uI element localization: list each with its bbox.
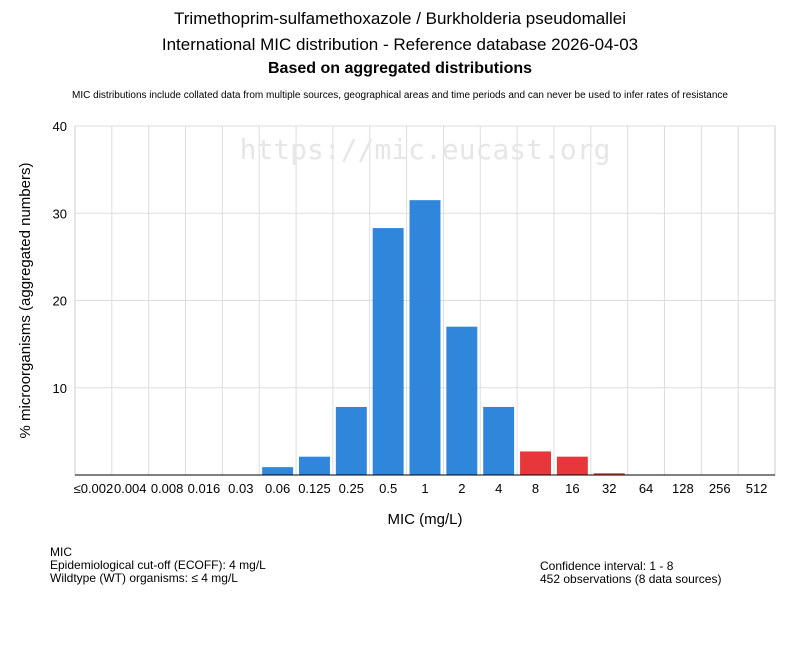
bar [483, 406, 515, 475]
x-tick-label: 256 [709, 481, 731, 496]
chart-subtitle: MIC distributions include collated data … [72, 90, 728, 101]
footer-right-info: Confidence interval: 1 - 8 452 observati… [540, 560, 721, 586]
bar [409, 200, 441, 475]
ecoff-text: Epidemiological cut-off (ECOFF): 4 mg/L [50, 558, 266, 572]
x-tick-label: 8 [532, 481, 539, 496]
x-axis-label: MIC (mg/L) [388, 511, 463, 528]
confidence-interval-text: Confidence interval: 1 - 8 [540, 559, 674, 573]
chart-title-line1: Trimethoprim-sulfamethoxazole / Burkhold… [174, 9, 626, 28]
mic-label: MIC [50, 545, 72, 559]
chart-title-line2: International MIC distribution - Referen… [161, 35, 639, 54]
x-tick-label: 2 [458, 481, 465, 496]
bar [299, 456, 330, 475]
bar [335, 406, 367, 475]
bar [372, 228, 404, 475]
y-tick-label: 40 [53, 119, 67, 134]
x-tick-label: 0.03 [228, 481, 253, 496]
x-tick-label: 0.125 [298, 481, 331, 496]
x-tick-label: ≤0.002 [74, 481, 114, 496]
x-tick-label: 16 [565, 481, 579, 496]
x-tick-label: 0.016 [188, 481, 221, 496]
x-tick-label: 0.004 [114, 481, 147, 496]
x-tick-label: 32 [602, 481, 616, 496]
x-tick-label: 4 [495, 481, 502, 496]
bar [556, 456, 588, 475]
observations-text: 452 observations (8 data sources) [540, 572, 722, 586]
y-tick-label: 20 [53, 294, 67, 309]
bar [262, 467, 294, 475]
y-axis-label: % microorganisms (aggregated numbers) [17, 163, 34, 439]
chart-title-line3: Based on aggregated distributions [267, 60, 533, 77]
bar [520, 451, 551, 475]
footer-left-info: MIC Epidemiological cut-off (ECOFF): 4 m… [50, 546, 266, 585]
bar [593, 473, 625, 475]
x-tick-label: 1 [421, 481, 428, 496]
x-tick-label: 0.06 [265, 481, 290, 496]
y-tick-label: 10 [53, 381, 67, 396]
x-tick-label: 512 [746, 481, 768, 496]
x-tick-label: 128 [672, 481, 694, 496]
x-tick-label: 0.25 [339, 481, 364, 496]
x-tick-label: 64 [639, 481, 653, 496]
y-tick-label: 30 [53, 206, 67, 221]
watermark-text: https://mic.eucast.org [240, 133, 611, 166]
x-tick-label: 0.5 [379, 481, 397, 496]
bar [446, 326, 478, 475]
wildtype-text: Wildtype (WT) organisms: ≤ 4 mg/L [50, 571, 238, 585]
x-tick-label: 0.008 [151, 481, 184, 496]
